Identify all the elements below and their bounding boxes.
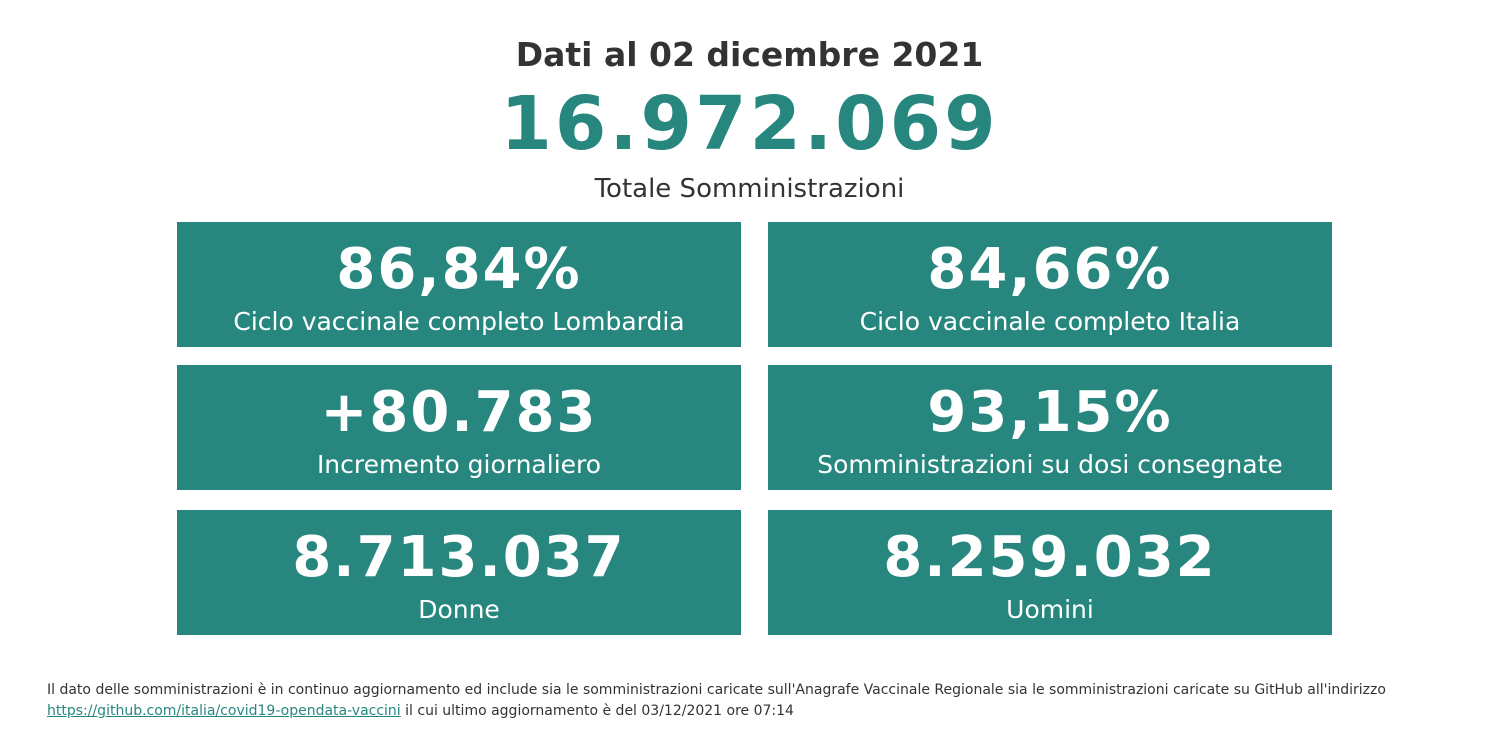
card-full-cycle-lombardia: 86,84% Ciclo vaccinale completo Lombardi… [177, 222, 741, 347]
card-value: 93,15% [927, 380, 1173, 445]
card-women: 8.713.037 Donne [177, 510, 741, 635]
card-value: 86,84% [336, 237, 582, 302]
github-link[interactable]: https://github.com/italia/covid19-openda… [47, 703, 401, 719]
total-administrations-value: 16.972.069 [500, 81, 999, 167]
card-value: 8.713.037 [292, 525, 626, 590]
total-administrations-label: Totale Somministrazioni [594, 174, 905, 204]
card-label: Ciclo vaccinale completo Italia [859, 307, 1241, 336]
card-label: Incremento giornaliero [316, 450, 602, 479]
card-label: Somministrazioni su dosi consegnate [817, 450, 1283, 479]
footer-note: Il dato delle somministrazioni è in cont… [47, 680, 1477, 722]
card-men: 8.259.032 Uomini [768, 510, 1332, 635]
card-label: Donne [418, 595, 500, 624]
date-title: Dati al 02 dicembre 2021 [515, 35, 984, 74]
card-label: Ciclo vaccinale completo Lombardia [233, 307, 685, 336]
card-administered-over-delivered: 93,15% Somministrazioni su dosi consegna… [768, 365, 1332, 490]
footer-update-text: il cui ultimo aggiornamento è del 03/12/… [405, 703, 794, 719]
card-value: 84,66% [927, 237, 1173, 302]
card-value: +80.783 [320, 380, 598, 445]
card-daily-increment: +80.783 Incremento giornaliero [177, 365, 741, 490]
card-value: 8.259.032 [883, 525, 1217, 590]
card-label: Uomini [1006, 595, 1094, 624]
card-full-cycle-italia: 84,66% Ciclo vaccinale completo Italia [768, 222, 1332, 347]
footer-text: Il dato delle somministrazioni è in cont… [47, 682, 1386, 698]
